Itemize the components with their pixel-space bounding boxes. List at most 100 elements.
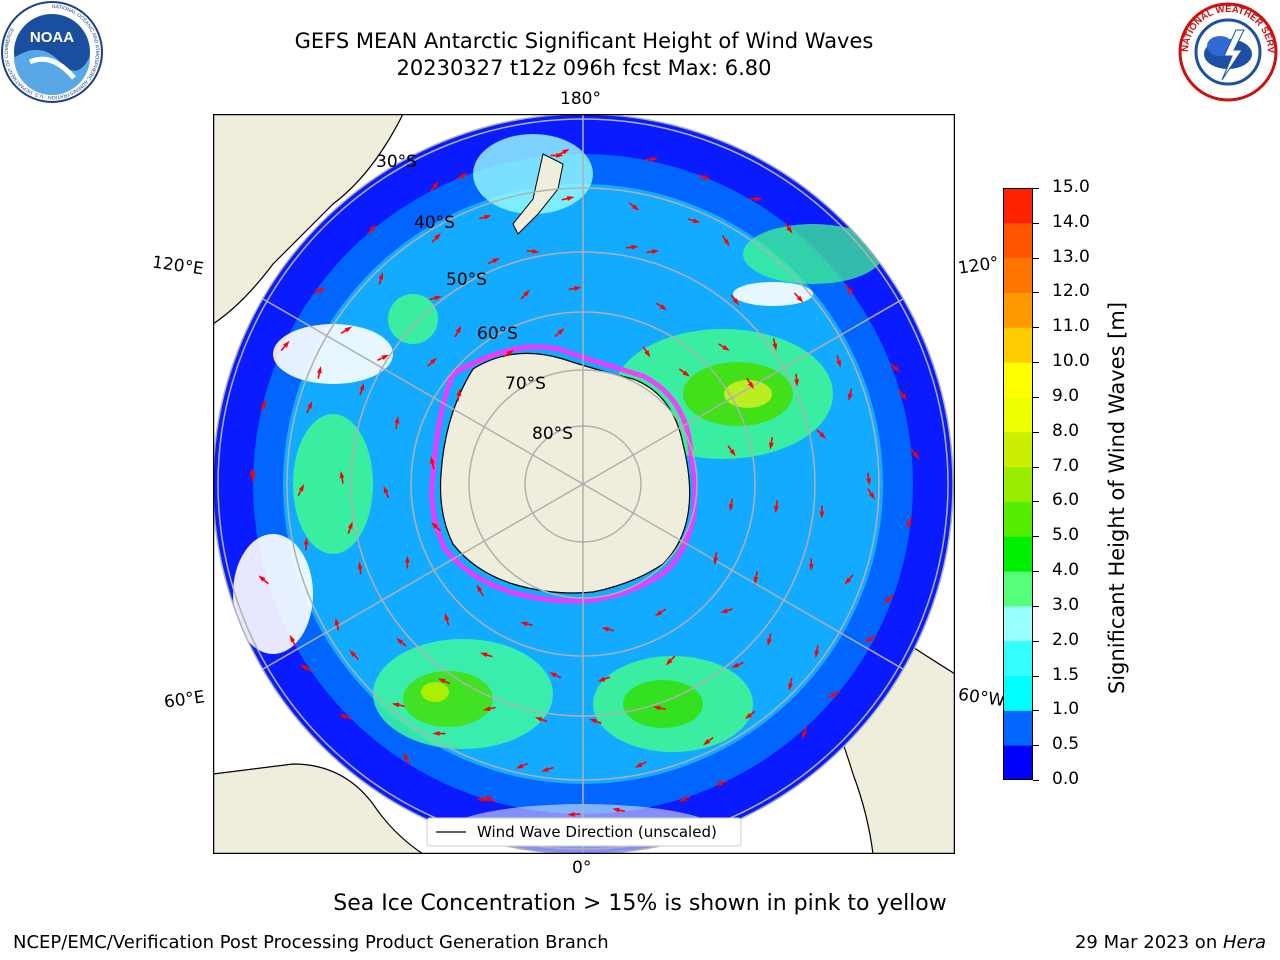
colorbar-tick: [1033, 710, 1039, 712]
legend: Wind Wave Direction (unscaled): [426, 817, 742, 847]
wind-arrow-head: [794, 379, 799, 387]
colorbar-cell: [1003, 292, 1033, 328]
wind-arrow-head: [597, 676, 606, 682]
colorbar-tick-label: 1.5: [1052, 664, 1080, 685]
wind-arrow-head: [298, 484, 305, 492]
colorbar-tick: [1033, 605, 1039, 607]
colorbar-tick-label: 11.0: [1052, 316, 1090, 337]
colorbar-cell: [1003, 327, 1033, 363]
wind-arrow-head: [515, 763, 524, 769]
map-title: GEFS MEAN Antarctic Significant Height o…: [294, 29, 874, 53]
lon-label-right-lower: 60°W: [956, 684, 1007, 712]
wind-arrow-head: [482, 706, 491, 712]
wind-arrow-head: [682, 370, 690, 377]
wind-arrow-head: [520, 621, 528, 627]
wind-arrow-head: [339, 714, 347, 720]
wind-arrow-head: [767, 638, 772, 647]
wind-arrow-head: [434, 233, 442, 240]
wind-arrow-head: [476, 797, 484, 803]
wind-arrow-head: [523, 289, 530, 297]
wind-arrow-head: [728, 503, 734, 512]
wind-arrow-head: [753, 576, 759, 585]
wind-arrow-head: [476, 584, 483, 592]
colorbar-tick: [1033, 188, 1039, 189]
colorbar-cell: [1003, 362, 1033, 398]
colorbar-tick-label: 12.0: [1052, 281, 1090, 302]
wind-arrow-head: [651, 249, 660, 254]
wind-arrow-head: [796, 295, 804, 303]
colorbar-tick: [1033, 362, 1039, 364]
colorbar-tick: [1033, 536, 1039, 538]
wind-arrow-head: [456, 388, 462, 397]
colorbar-label: Significant Height of Wind Waves [m]: [1105, 301, 1129, 695]
colorbar-cell: [1003, 571, 1033, 607]
wind-arrow-head: [589, 718, 597, 724]
colorbar-tick-label: 0.0: [1052, 769, 1080, 789]
wind-arrow-head: [532, 248, 540, 254]
wind-arrow-head: [261, 399, 267, 408]
colorbar-tick-label: 1.0: [1052, 699, 1080, 720]
wind-arrow-head: [357, 561, 363, 569]
colorbar-cell: [1003, 536, 1033, 572]
wind-arrow-head: [729, 449, 736, 457]
wind-arrow-head: [506, 349, 515, 356]
lat-label-80s: 80°S: [532, 424, 573, 444]
colorbar-cell: [1003, 431, 1033, 468]
colorbar-tick: [1033, 640, 1039, 642]
wind-arrow-head: [788, 683, 793, 691]
wind-arrows: [249, 148, 920, 817]
colorbar-tick: [1033, 396, 1039, 398]
colorbar-cell: [1003, 466, 1033, 502]
wind-arrow-head: [900, 393, 907, 401]
wind-arrow-head: [534, 717, 543, 722]
wind-arrow-head: [754, 196, 763, 202]
colorbar-cell: [1003, 222, 1033, 259]
wind-arrow-head: [430, 357, 438, 365]
wind-arrow-head: [307, 401, 313, 409]
wind-arrow-head: [437, 678, 446, 684]
colorbar-tick: [1033, 327, 1039, 329]
colorbar-tick-label: 0.5: [1052, 734, 1080, 755]
wind-arrow-head: [827, 692, 836, 699]
colorbar-cell: [1003, 675, 1033, 711]
colorbar-tick-label: 2.0: [1052, 629, 1080, 650]
footer-date: 29 Mar 2023 on Hera: [1075, 932, 1266, 953]
colorbar-tick: [1033, 466, 1039, 468]
land-africa: [213, 763, 425, 854]
colorbar-cell: [1003, 640, 1033, 677]
colorbar-tick: [1033, 501, 1039, 503]
wind-arrow-head: [601, 627, 610, 632]
wind-arrow-head: [678, 796, 687, 802]
wind-arrow-head: [720, 608, 728, 613]
lon-label-right-upper: 120°: [956, 253, 1001, 279]
wind-arrow-head: [303, 537, 309, 545]
colorbar-tick-label: 3.0: [1052, 594, 1080, 615]
svg-text:NOAA: NOAA: [30, 29, 74, 46]
wind-arrow-head: [300, 664, 308, 671]
wind-arrow-head: [479, 652, 488, 658]
colorbar-tick-label: 9.0: [1052, 385, 1080, 406]
wind-arrow-head: [567, 811, 575, 817]
wind-arrow-head: [334, 617, 340, 626]
lat-label-70s: 70°S: [505, 374, 546, 394]
colorbar-tick: [1033, 292, 1039, 294]
colorbar-tick-label: 6.0: [1052, 490, 1080, 511]
wind-arrow-head: [768, 442, 774, 450]
wind-arrow-head: [808, 564, 814, 572]
wind-arrow-head: [484, 214, 492, 220]
wind-arrow-head: [653, 705, 661, 711]
footer-system: Hera: [1222, 932, 1266, 953]
colorbar-cell: [1003, 396, 1033, 433]
wind-arrow-head: [912, 451, 920, 460]
wind-arrow-head: [819, 511, 825, 519]
wind-arrow-head: [258, 575, 266, 582]
colorbar-cell: [1003, 745, 1033, 780]
wind-arrow-head: [844, 577, 852, 585]
lat-label-50s: 50°S: [446, 270, 487, 290]
wind-arrow-head: [847, 288, 854, 296]
wind-arrow-head: [665, 658, 673, 666]
wind-arrow-head: [432, 181, 439, 189]
footer-credit: NCEP/EMC/Verification Post Processing Pr…: [13, 932, 609, 953]
wind-arrow-head: [731, 662, 739, 668]
colorbar-tick-label: 15.0: [1052, 177, 1090, 197]
